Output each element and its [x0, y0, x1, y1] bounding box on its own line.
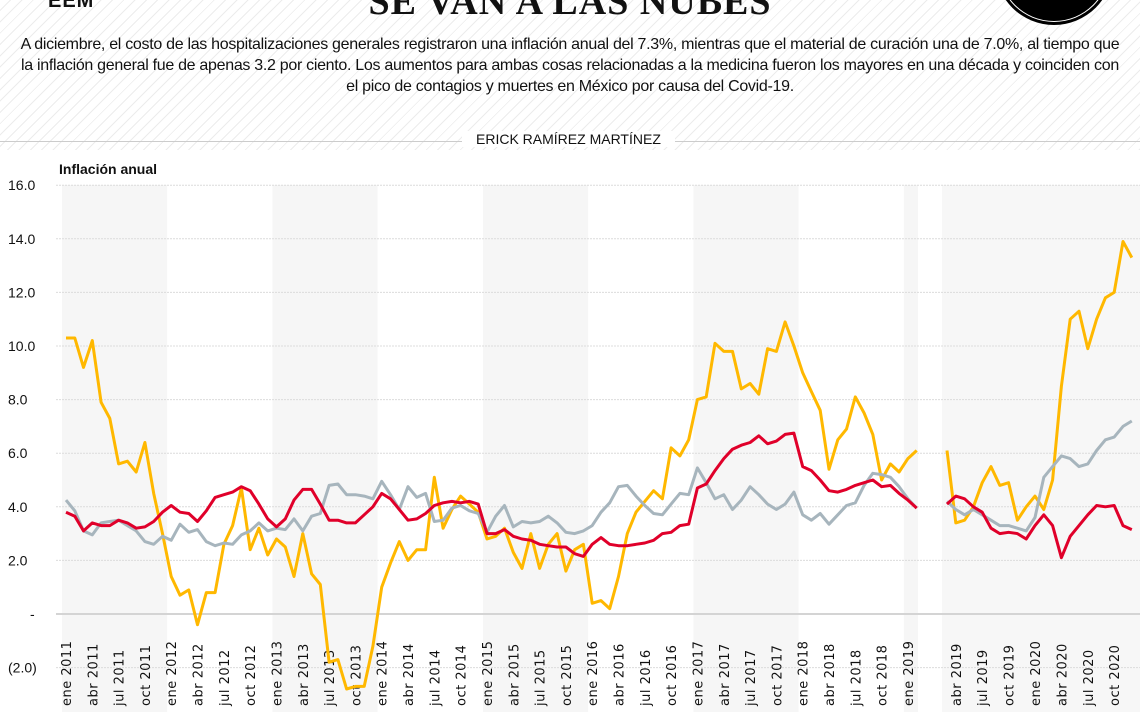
series-1-line: [64, 466, 918, 548]
x-tick-label: abr 2017: [718, 643, 733, 706]
y-tick-label: 10.0: [8, 338, 35, 354]
x-tick-label: abr 2015: [507, 643, 522, 706]
x-tick-label: oct 2016: [665, 645, 680, 706]
x-tick-label: ene 2019: [902, 641, 917, 706]
y-tick-label: 6.0: [8, 445, 28, 461]
series-0-line: [66, 320, 918, 691]
x-tick-label: oct 2012: [244, 645, 259, 706]
intro-paragraph: A diciembre, el costo de las hospitaliza…: [20, 36, 1120, 95]
x-tick-label: ene 2014: [376, 641, 391, 706]
x-tick-label: ene 2015: [481, 641, 496, 706]
y-tick-label: 4.0: [8, 499, 28, 515]
year-band: [903, 185, 918, 712]
x-tick-label: abr 2014: [402, 643, 417, 706]
year-band: [798, 185, 904, 712]
page-title: SE VAN A LAS NUBES: [368, 0, 772, 23]
y-tick-label: 8.0: [8, 392, 28, 408]
x-tick-label: oct 2011: [139, 645, 154, 706]
x-tick-label: ene 2016: [586, 641, 601, 706]
x-tick-label: oct 2019: [1003, 645, 1018, 706]
year-band: [482, 185, 589, 712]
x-tick-label: oct 2020: [1108, 645, 1123, 706]
x-tick-label: ene 2017: [691, 641, 706, 706]
year-band: [693, 185, 799, 712]
y-tick-label: 16.0: [8, 177, 35, 193]
x-tick-label: ene 2011: [60, 641, 75, 706]
x-tick-label: jul 2018: [849, 649, 864, 707]
x-tick-label: jul 2016: [639, 649, 654, 707]
year-band: [588, 185, 694, 712]
x-tick-label: jul 2014: [428, 649, 443, 707]
x-tick-label: oct 2017: [770, 645, 785, 706]
year-band: [942, 185, 1140, 712]
x-tick-label: abr 2013: [297, 643, 312, 706]
x-tick-label: ene 2013: [270, 641, 285, 706]
y-tick-label: (2.0): [8, 660, 37, 676]
x-tick-label: ene 2020: [1029, 641, 1044, 706]
x-tick-label: abr 2020: [1055, 643, 1070, 706]
series-1-line: [945, 419, 1133, 533]
x-tick-label: ene 2018: [797, 641, 812, 706]
publication-logo: EEM: [48, 0, 95, 12]
header-background: [0, 0, 1140, 150]
byline: ERICK RAMÍREZ MARTÍNEZ: [462, 131, 675, 147]
x-tick-label: jul 2012: [218, 649, 233, 707]
y-axis-title: Inflación anual: [59, 161, 158, 177]
x-tick-label: jul 2017: [744, 649, 759, 707]
series-2-line: [65, 431, 918, 558]
y-tick-label: 14.0: [8, 231, 35, 247]
x-tick-label: oct 2014: [455, 645, 470, 706]
x-tick-label: jul 2015: [534, 649, 549, 707]
x-tick-label: jul 2019: [976, 649, 991, 707]
y-tick-label: 12.0: [8, 284, 35, 300]
x-tick-label: ene 2012: [165, 641, 180, 706]
y-tick-label: -: [30, 606, 35, 622]
x-tick-label: oct 2015: [560, 645, 575, 706]
x-tick-label: jul 2020: [1082, 649, 1097, 707]
x-tick-label: abr 2012: [192, 643, 207, 706]
x-tick-label: abr 2019: [950, 643, 965, 706]
year-band: [167, 185, 273, 712]
x-tick-label: abr 2016: [613, 643, 628, 706]
series-2-line: [945, 494, 1133, 560]
x-tick-label: abr 2018: [823, 643, 838, 706]
y-tick-label: 2.0: [8, 552, 28, 568]
x-tick-label: oct 2013: [349, 645, 364, 706]
x-tick-label: jul 2013: [323, 649, 338, 707]
x-tick-label: jul 2011: [113, 649, 128, 707]
x-tick-label: abr 2011: [86, 643, 101, 706]
year-band: [377, 185, 483, 712]
x-tick-label: oct 2018: [876, 645, 891, 706]
